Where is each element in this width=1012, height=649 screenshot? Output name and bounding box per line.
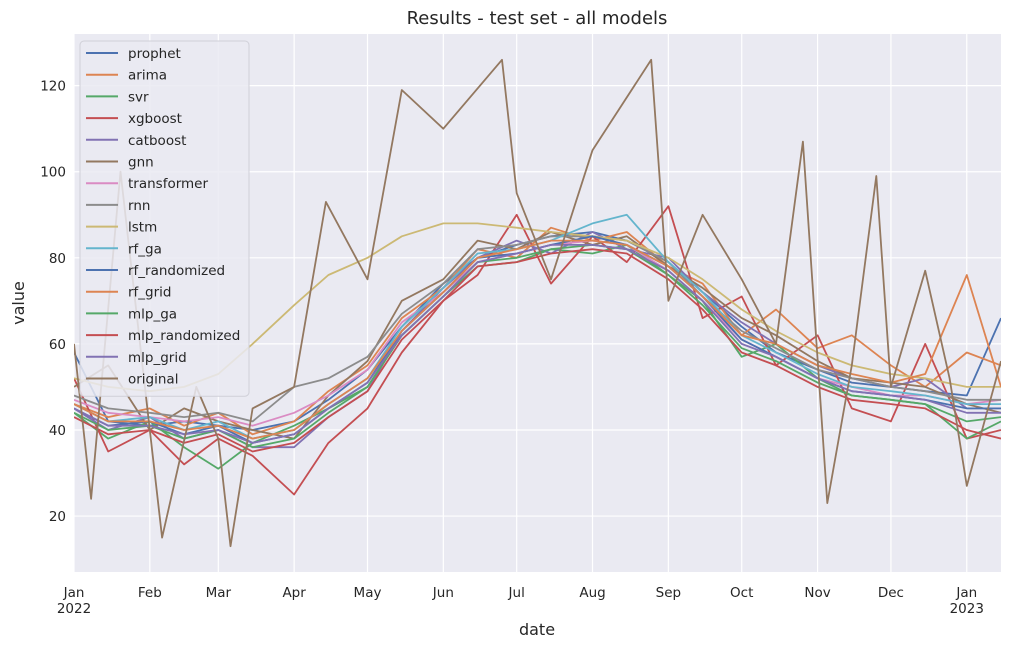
x-tick-label: Jan <box>63 585 85 601</box>
y-tick-label: 80 <box>49 251 66 267</box>
x-tick-year-label: 2023 <box>950 601 984 617</box>
series-line-rf-grid <box>74 239 1001 440</box>
y-tick-label: 40 <box>49 423 66 439</box>
x-tick-label: Aug <box>579 585 605 601</box>
x-tick-label: Mar <box>206 585 232 601</box>
x-tick-label: Jul <box>508 585 525 601</box>
x-tick-label: May <box>354 585 382 601</box>
legend-entry-mlp-randomized: mlp_randomized <box>128 328 240 344</box>
legend-entry-rnn: rnn <box>128 198 150 214</box>
x-tick-label: Dec <box>878 585 904 601</box>
legend-entry-rf-ga: rf_ga <box>128 241 162 257</box>
y-tick-label: 60 <box>49 337 66 353</box>
x-axis-label: date <box>519 620 555 639</box>
legend-entry-svr: svr <box>128 89 149 105</box>
legend-entry-original: original <box>128 372 178 388</box>
legend-entry-mlp-grid: mlp_grid <box>128 350 187 366</box>
series-line-arima <box>74 226 1001 436</box>
y-axis-label: value <box>9 281 28 325</box>
x-tick-label: Apr <box>282 585 306 601</box>
y-tick-label: 20 <box>49 509 66 525</box>
legend-entry-mlp-ga: mlp_ga <box>128 306 177 322</box>
legend-entry-rf-randomized: rf_randomized <box>128 263 225 279</box>
x-tick-label: Oct <box>730 585 753 601</box>
x-tick-label: Jun <box>432 585 454 601</box>
x-tick-label: Jan <box>955 585 977 601</box>
legend-entry-transformer: transformer <box>128 176 208 192</box>
legend-entry-lstm: lstm <box>128 220 157 236</box>
series-line-rnn <box>74 235 1001 423</box>
series-line-mlp-grid <box>74 244 1001 444</box>
x-tick-label: Nov <box>804 585 830 601</box>
x-tick-label: Feb <box>138 585 162 601</box>
chart-title: Results - test set - all models <box>407 8 668 29</box>
legend: prophet arima svr xgboost catboost gnn transfo… <box>79 40 250 397</box>
x-tick-year-label: 2022 <box>57 601 91 617</box>
x-tick-label: Sep <box>656 585 681 601</box>
legend-entry-prophet: prophet <box>128 46 181 62</box>
legend-entry-xgboost: xgboost <box>128 111 182 127</box>
legend-entry-gnn: gnn <box>128 155 154 171</box>
y-tick-label: 100 <box>40 165 66 181</box>
y-tick-label: 120 <box>40 79 66 95</box>
legend-box <box>79 40 250 397</box>
legend-entry-arima: arima <box>128 68 167 84</box>
legend-entry-catboost: catboost <box>128 133 186 149</box>
legend-entry-rf-grid: rf_grid <box>128 285 172 301</box>
